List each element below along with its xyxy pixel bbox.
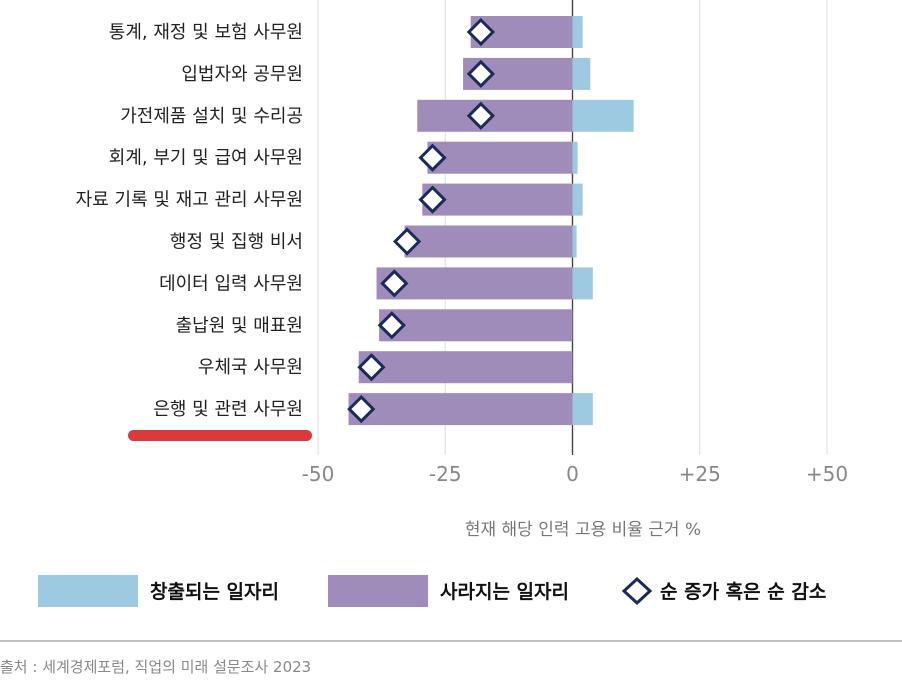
category-label-1: 입법자와 공무원 <box>181 64 303 85</box>
bar-created-2 <box>572 99 634 132</box>
bar-disappearing-9 <box>348 393 573 426</box>
net-markers <box>347 17 496 424</box>
category-label-6: 데이터 입력 사무원 <box>159 273 303 294</box>
net-marker-5 <box>392 227 422 256</box>
x-tick-label-3: +25 <box>679 462 721 486</box>
legend: 창출되는 일자리 사라지는 일자리 순 증가 혹은 순 감소 <box>38 575 826 607</box>
bar-created-9 <box>572 393 593 426</box>
category-label-7: 출납원 및 매표원 <box>176 315 303 336</box>
bar-created-5 <box>572 225 577 258</box>
net-marker-0 <box>466 17 496 47</box>
bar-disappearing-4 <box>422 183 573 216</box>
net-marker-6 <box>380 269 409 298</box>
bars <box>348 16 634 426</box>
category-label-9: 은행 및 관련 사무원 <box>153 399 303 420</box>
net-marker-4 <box>418 185 447 214</box>
x-tick-label-2: 0 <box>566 462 579 486</box>
bar-created-1 <box>572 57 591 90</box>
net-marker-8 <box>357 353 386 382</box>
x-axis-title: 현재 해당 인력 고용 비율 근거 % <box>465 520 701 540</box>
bar-disappearing-5 <box>404 225 573 258</box>
category-label-5: 행정 및 집행 비서 <box>170 232 303 253</box>
net-marker-3 <box>418 143 447 172</box>
net-marker-2 <box>466 101 496 130</box>
bar-disappearing-3 <box>427 141 573 174</box>
source-note: 출처 : 세계경제포럼, 직업의 미래 설문조사 2023 <box>0 658 311 676</box>
bar-created-0 <box>572 16 583 48</box>
highlight-underline <box>128 430 312 441</box>
category-label-4: 자료 기록 및 재고 관리 사무원 <box>76 190 303 211</box>
legend-swatch-disappearing <box>328 575 428 607</box>
bar-disappearing-7 <box>379 309 573 342</box>
x-tick-label-4: +50 <box>806 462 848 486</box>
legend-label-disappearing: 사라지는 일자리 <box>440 581 569 603</box>
category-label-8: 우체국 사무원 <box>198 357 303 378</box>
x-tick-label-0: -50 <box>302 462 335 486</box>
category-label-2: 가전제품 설치 및 수리공 <box>120 106 303 127</box>
x-tick-label-1: -25 <box>429 462 462 486</box>
legend-diamond-icon <box>621 576 653 606</box>
bar-disappearing-8 <box>358 351 573 384</box>
net-marker-7 <box>377 311 406 340</box>
x-tick-labels: -50 -25 0 +25 +50 <box>302 462 848 486</box>
category-label-3: 회계, 부기 및 급여 사무원 <box>109 148 303 169</box>
bar-disappearing-6 <box>376 267 573 300</box>
bar-created-6 <box>572 267 593 300</box>
net-marker-9 <box>347 394 376 424</box>
legend-swatch-created <box>38 575 138 607</box>
category-label-0: 통계, 재정 및 보험 사무원 <box>109 22 303 43</box>
bar-created-3 <box>572 141 578 174</box>
net-marker-1 <box>466 59 496 89</box>
legend-label-created: 창출되는 일자리 <box>150 581 279 603</box>
bar-created-4 <box>572 183 583 216</box>
legend-label-net: 순 증가 혹은 순 감소 <box>660 580 826 603</box>
